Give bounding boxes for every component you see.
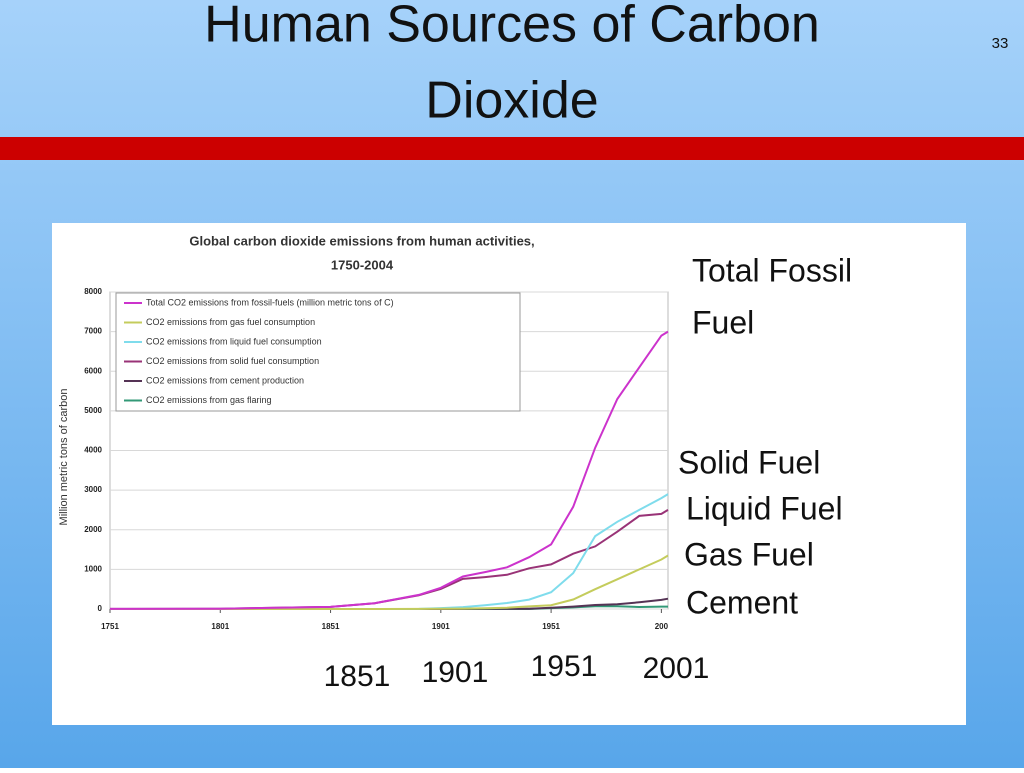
annotation: 1951 <box>531 650 598 683</box>
x-tick-label: 1801 <box>211 622 229 631</box>
legend-label: Total CO2 emissions from fossil-fuels (m… <box>146 297 394 307</box>
annotation: Cement <box>686 584 798 620</box>
annotation: Liquid Fuel <box>686 490 843 526</box>
legend-box <box>115 292 521 412</box>
annotation: 2001 <box>643 652 710 685</box>
y-tick-label: 6000 <box>84 366 102 375</box>
legend-label: CO2 emissions from gas fuel consumption <box>146 317 315 327</box>
x-tick-label: 1751 <box>101 622 119 631</box>
legend-label: CO2 emissions from liquid fuel consumpti… <box>146 336 322 346</box>
series-line <box>109 330 669 610</box>
x-tick-label: 200 <box>655 622 669 631</box>
y-tick-label: 2000 <box>84 525 102 534</box>
annotation: Solid Fuel <box>678 444 820 480</box>
y-tick-label: 0 <box>98 604 103 613</box>
y-tick-label: 4000 <box>84 446 102 455</box>
y-tick-label: 3000 <box>84 485 102 494</box>
y-tick-label: 7000 <box>84 327 102 336</box>
legend-label: CO2 emissions from solid fuel consumptio… <box>146 356 319 366</box>
x-tick-label: 1901 <box>432 622 450 631</box>
slide-title: Human Sources of Carbon <box>204 0 820 54</box>
x-tick-label: 1951 <box>542 622 560 631</box>
slide-title: Dioxide <box>425 72 598 130</box>
plot: 0 1000 2000 3000 4000 5000 6000 7000 8000 1751 180… <box>84 287 668 631</box>
series-line <box>110 554 669 610</box>
y-tick-label: 5000 <box>84 406 102 415</box>
legend-label: CO2 emissions from cement production <box>146 375 304 385</box>
legend-label: CO2 emissions from gas flaring <box>146 395 272 405</box>
chart-title: 1750-2004 <box>331 257 394 272</box>
x-tick-label: 1851 <box>322 622 340 631</box>
annotation: Fuel <box>692 304 754 340</box>
annotation: Total Fossil <box>692 252 852 288</box>
chart-title: Global carbon dioxide emissions from hum… <box>189 233 534 248</box>
y-axis-label: Million metric tons of carbon <box>58 389 70 526</box>
y-tick-label: 1000 <box>84 564 102 573</box>
annotation: Gas Fuel <box>684 536 814 572</box>
slide-number: 33 <box>992 35 1009 52</box>
annotation: 1901 <box>422 656 489 689</box>
annotation: 1851 <box>324 660 391 693</box>
red-band <box>0 137 1024 160</box>
y-tick-label: 8000 <box>84 287 102 296</box>
